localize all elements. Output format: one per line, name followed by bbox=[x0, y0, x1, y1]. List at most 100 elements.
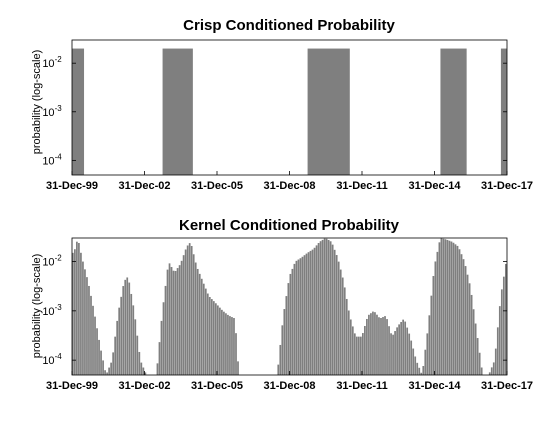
kernel-bar bbox=[466, 274, 469, 375]
kernel-bar bbox=[438, 242, 441, 375]
kernel-bar bbox=[378, 317, 380, 375]
kernel-bar bbox=[98, 339, 100, 375]
crisp-y-axis-label: probability (log-scale) bbox=[31, 50, 43, 155]
kernel-bar bbox=[339, 269, 342, 375]
kernel-bar bbox=[233, 318, 235, 375]
kernel-bar bbox=[188, 243, 191, 375]
kernel-bar bbox=[327, 240, 330, 375]
kernel-bar bbox=[335, 255, 338, 375]
kernel-bar bbox=[78, 243, 80, 375]
crisp-bar-0 bbox=[72, 48, 85, 176]
kernel-bar bbox=[370, 313, 372, 375]
kernel-bar bbox=[414, 356, 417, 375]
kernel-bar bbox=[94, 316, 96, 375]
crisp-bar-2 bbox=[307, 48, 350, 176]
kernel-bar bbox=[116, 320, 119, 375]
kernel-bar bbox=[420, 372, 423, 375]
kernel-bar bbox=[357, 336, 360, 375]
kernel-bar bbox=[317, 243, 320, 375]
kernel-bar bbox=[319, 241, 322, 375]
crisp-bar-1 bbox=[162, 48, 193, 176]
kernel-x-tick-label: 31-Dec-11 bbox=[336, 380, 387, 392]
kernel-bars bbox=[72, 238, 507, 375]
kernel-bar bbox=[374, 312, 376, 375]
kernel-bar bbox=[418, 367, 421, 375]
kernel-bar bbox=[311, 249, 314, 375]
kernel-bar bbox=[158, 342, 161, 375]
kernel-bar bbox=[347, 310, 350, 375]
kernel-bar bbox=[281, 325, 284, 375]
kernel-bar bbox=[192, 254, 195, 375]
kernel-bar bbox=[136, 335, 139, 375]
kernel-bar bbox=[144, 372, 147, 375]
kernel-bar bbox=[168, 263, 171, 375]
kernel-bar bbox=[172, 270, 175, 375]
kernel-bar bbox=[100, 350, 102, 375]
kernel-bar bbox=[142, 367, 145, 375]
kernel-bar bbox=[408, 333, 411, 375]
kernel-bar bbox=[442, 238, 445, 375]
kernel-x-tick-label: 31-Dec-02 bbox=[119, 380, 171, 392]
kernel-bar bbox=[452, 242, 455, 375]
kernel-bar bbox=[349, 319, 352, 375]
kernel-bar bbox=[325, 238, 328, 375]
kernel-bar bbox=[289, 273, 292, 375]
crisp-x-tick-label: 31-Dec-11 bbox=[336, 180, 387, 192]
kernel-y-tick-label: 10-3 bbox=[42, 303, 62, 318]
kernel-bar bbox=[422, 366, 425, 375]
kernel-bar bbox=[204, 288, 207, 375]
crisp-x-tick-label: 31-Dec-02 bbox=[119, 180, 171, 192]
kernel-bar bbox=[504, 263, 507, 375]
kernel-bar bbox=[130, 293, 133, 375]
kernel-bar bbox=[468, 283, 471, 375]
kernel-y-axis-label: probability (log-scale) bbox=[31, 254, 43, 359]
kernel-bar bbox=[235, 333, 237, 375]
kernel-bar bbox=[200, 278, 203, 375]
kernel-bar bbox=[390, 333, 392, 375]
kernel-bar bbox=[362, 333, 364, 375]
kernel-bar bbox=[307, 252, 310, 375]
kernel-bar bbox=[382, 317, 384, 375]
kernel-bar bbox=[376, 314, 378, 375]
kernel-bar bbox=[80, 252, 82, 375]
kernel-plot-frame bbox=[71, 237, 508, 376]
kernel-bar bbox=[293, 263, 296, 375]
crisp-x-tick-label: 31-Dec-17 bbox=[481, 180, 533, 192]
kernel-bar bbox=[297, 259, 300, 375]
kernel-bar bbox=[436, 251, 439, 375]
kernel-bar bbox=[106, 372, 108, 375]
crisp-x-ticks: 31-Dec-99 31-Dec-02 31-Dec-05 31-Dec-08 31-D… bbox=[46, 171, 533, 192]
kernel-bar bbox=[456, 245, 459, 375]
kernel-bar bbox=[156, 363, 159, 375]
kernel-bar bbox=[118, 307, 121, 375]
kernel-bar bbox=[392, 334, 394, 375]
kernel-bar bbox=[138, 351, 141, 375]
kernel-y-tick-label: 10-4 bbox=[42, 352, 62, 367]
kernel-bar bbox=[178, 265, 181, 375]
kernel-bar bbox=[464, 266, 467, 375]
crisp-x-tick-label: 31-Dec-99 bbox=[46, 180, 98, 192]
kernel-bar bbox=[410, 340, 413, 375]
kernel-bar bbox=[96, 328, 98, 375]
crisp-chart-title: Crisp Conditioned Probability bbox=[183, 17, 395, 34]
kernel-bar bbox=[212, 301, 215, 375]
kernel-bar bbox=[283, 309, 286, 375]
kernel-bar bbox=[231, 317, 233, 375]
kernel-bar bbox=[198, 273, 201, 375]
crisp-bar-3 bbox=[440, 48, 467, 176]
kernel-bar bbox=[112, 352, 115, 375]
kernel-bar bbox=[170, 267, 173, 375]
kernel-bar bbox=[368, 314, 370, 375]
kernel-bar bbox=[359, 336, 362, 375]
kernel-bar bbox=[474, 323, 477, 375]
kernel-bar bbox=[331, 244, 334, 375]
kernel-bar bbox=[416, 362, 419, 375]
kernel-bar bbox=[434, 261, 437, 375]
kernel-bar bbox=[180, 260, 183, 375]
kernel-bar bbox=[341, 277, 344, 375]
kernel-bar bbox=[190, 246, 193, 375]
kernel-bar bbox=[424, 349, 427, 375]
kernel-bar bbox=[470, 294, 473, 375]
kernel-bar bbox=[406, 327, 409, 375]
